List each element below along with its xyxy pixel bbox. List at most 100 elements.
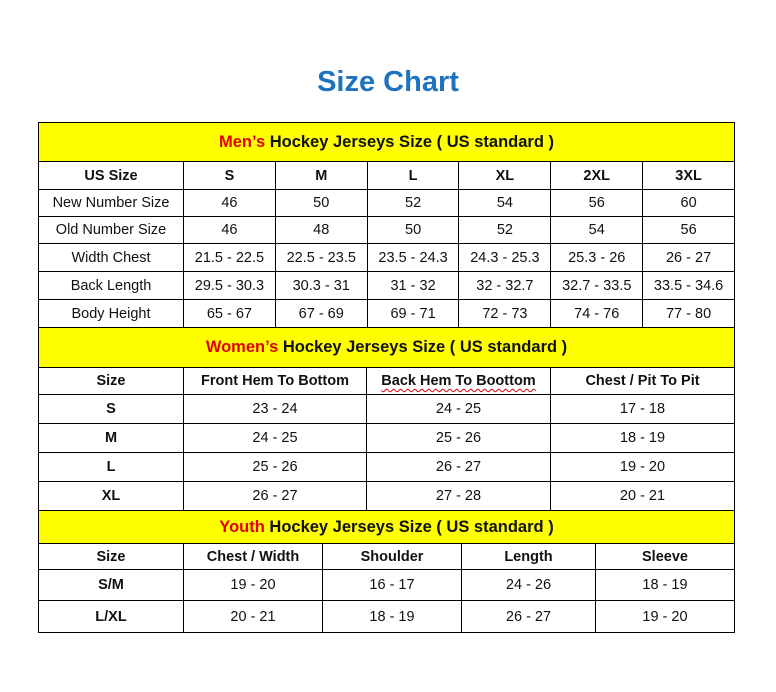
table-cell: 26 - 27 bbox=[183, 481, 367, 511]
table-row: Back Length 29.5 - 30.3 30.3 - 31 31 - 32 32… bbox=[38, 271, 735, 300]
row-label: New Number Size bbox=[38, 189, 184, 217]
column-header: 2XL bbox=[550, 161, 644, 190]
table-cell: 18 - 19 bbox=[550, 423, 735, 453]
table-cell: 46 bbox=[183, 216, 276, 244]
table-cell: 16 - 17 bbox=[322, 569, 462, 601]
mens-label: Men’s bbox=[218, 132, 266, 151]
table-cell: 22.5 - 23.5 bbox=[274, 243, 368, 272]
table-cell: 69 - 71 bbox=[366, 299, 460, 328]
table-cell: 23 - 24 bbox=[183, 394, 367, 424]
table-cell: 18 - 19 bbox=[322, 600, 462, 633]
row-label: L bbox=[38, 452, 184, 482]
row-label: Old Number Size bbox=[38, 216, 184, 244]
table-row: XL 26 - 27 27 - 28 20 - 21 bbox=[38, 481, 735, 511]
row-label: Back Length bbox=[38, 271, 184, 300]
table-cell: 50 bbox=[366, 216, 460, 244]
womens-size-table: Women’s Hockey Jerseys Size ( US standar… bbox=[38, 327, 735, 511]
column-header: L bbox=[366, 161, 460, 190]
row-label: Width Chest bbox=[38, 243, 184, 272]
column-header: US Size bbox=[38, 161, 184, 190]
column-header: XL bbox=[458, 161, 552, 190]
table-cell: 32 - 32.7 bbox=[458, 271, 552, 300]
mens-table-heading: Men’s Hockey Jerseys Size ( US standard … bbox=[38, 122, 735, 162]
table-cell: 77 - 80 bbox=[642, 299, 735, 328]
table-cell: 19 - 20 bbox=[183, 569, 323, 601]
mens-size-table: Men’s Hockey Jerseys Size ( US standard … bbox=[38, 122, 735, 328]
header-text: Back Hem To Boottom bbox=[381, 373, 536, 389]
table-cell: 29.5 - 30.3 bbox=[183, 271, 276, 300]
row-label: S bbox=[38, 394, 184, 424]
table-cell: 72 - 73 bbox=[458, 299, 552, 328]
row-label: L/XL bbox=[38, 600, 184, 633]
table-row: S 23 - 24 24 - 25 17 - 18 bbox=[38, 394, 735, 424]
table-cell: 50 bbox=[274, 189, 368, 217]
heading-text: Hockey Jerseys Size ( US standard ) bbox=[264, 517, 554, 536]
row-label: M bbox=[38, 423, 184, 453]
womens-label: Women’s bbox=[205, 338, 279, 356]
table-cell: 30.3 - 31 bbox=[274, 271, 368, 300]
table-cell: 54 bbox=[458, 189, 552, 217]
header-row: US Size S M L XL 2XL 3XL bbox=[38, 161, 735, 190]
heading-text: Hockey Jerseys Size ( US standard ) bbox=[278, 338, 568, 356]
table-row: Old Number Size 46 48 50 52 54 56 bbox=[38, 216, 735, 244]
table-cell: 20 - 21 bbox=[550, 481, 735, 511]
column-header: Chest / Pit To Pit bbox=[550, 367, 735, 395]
table-cell: 25 - 26 bbox=[183, 452, 367, 482]
table-cell: 74 - 76 bbox=[550, 299, 644, 328]
table-row: M 24 - 25 25 - 26 18 - 19 bbox=[38, 423, 735, 453]
youth-table-heading: Youth Hockey Jerseys Size ( US standard … bbox=[38, 510, 735, 544]
column-header: Size bbox=[38, 543, 184, 570]
table-cell: 31 - 32 bbox=[366, 271, 460, 300]
row-label: Body Height bbox=[38, 299, 184, 328]
table-row: Width Chest 21.5 - 22.5 22.5 - 23.5 23.5 - … bbox=[38, 243, 735, 272]
table-row: S/M 19 - 20 16 - 17 24 - 26 18 - 19 bbox=[38, 569, 735, 601]
table-cell: 24 - 26 bbox=[461, 569, 596, 601]
header-row: Size Front Hem To Bottom Back Hem To Boott… bbox=[38, 367, 735, 395]
column-header: S bbox=[183, 161, 276, 190]
table-cell: 26 - 27 bbox=[461, 600, 596, 633]
table-cell: 23.5 - 24.3 bbox=[366, 243, 460, 272]
column-header: Front Hem To Bottom bbox=[183, 367, 367, 395]
table-cell: 25.3 - 26 bbox=[550, 243, 644, 272]
table-cell: 54 bbox=[550, 216, 644, 244]
table-cell: 24 - 25 bbox=[183, 423, 367, 453]
table-cell: 19 - 20 bbox=[595, 600, 735, 633]
table-cell: 48 bbox=[274, 216, 368, 244]
table-cell: 24 - 25 bbox=[366, 394, 551, 424]
page-title: Size Chart bbox=[317, 66, 459, 98]
table-cell: 26 - 27 bbox=[366, 452, 551, 482]
column-header: Shoulder bbox=[322, 543, 462, 570]
table-cell: 65 - 67 bbox=[183, 299, 276, 328]
table-cell: 19 - 20 bbox=[550, 452, 735, 482]
column-header: M bbox=[274, 161, 368, 190]
row-label: S/M bbox=[38, 569, 184, 601]
table-cell: 21.5 - 22.5 bbox=[183, 243, 276, 272]
column-header: Chest / Width bbox=[183, 543, 323, 570]
table-cell: 33.5 - 34.6 bbox=[642, 271, 735, 300]
table-cell: 18 - 19 bbox=[595, 569, 735, 601]
youth-size-table: Youth Hockey Jerseys Size ( US standard … bbox=[38, 510, 735, 633]
table-cell: 24.3 - 25.3 bbox=[458, 243, 552, 272]
youth-label: Youth bbox=[219, 517, 265, 536]
column-header: Back Hem To Boottom bbox=[366, 367, 551, 395]
table-cell: 52 bbox=[366, 189, 460, 217]
row-label: XL bbox=[38, 481, 184, 511]
womens-table-heading: Women’s Hockey Jerseys Size ( US standar… bbox=[38, 327, 735, 368]
column-header: Length bbox=[461, 543, 596, 570]
table-row: L 25 - 26 26 - 27 19 - 20 bbox=[38, 452, 735, 482]
table-cell: 32.7 - 33.5 bbox=[550, 271, 644, 300]
table-cell: 56 bbox=[550, 189, 644, 217]
table-cell: 20 - 21 bbox=[183, 600, 323, 633]
table-cell: 52 bbox=[458, 216, 552, 244]
header-row: Size Chest / Width Shoulder Length Sleeve bbox=[38, 543, 735, 570]
table-cell: 26 - 27 bbox=[642, 243, 735, 272]
column-header: Sleeve bbox=[595, 543, 735, 570]
column-header: Size bbox=[38, 367, 184, 395]
heading-text: Hockey Jerseys Size ( US standard ) bbox=[265, 132, 555, 151]
table-row: New Number Size 46 50 52 54 56 60 bbox=[38, 189, 735, 217]
column-header: 3XL bbox=[642, 161, 735, 190]
table-cell: 60 bbox=[642, 189, 735, 217]
table-cell: 67 - 69 bbox=[274, 299, 368, 328]
table-cell: 46 bbox=[183, 189, 276, 217]
table-row: L/XL 20 - 21 18 - 19 26 - 27 19 - 20 bbox=[38, 600, 735, 633]
